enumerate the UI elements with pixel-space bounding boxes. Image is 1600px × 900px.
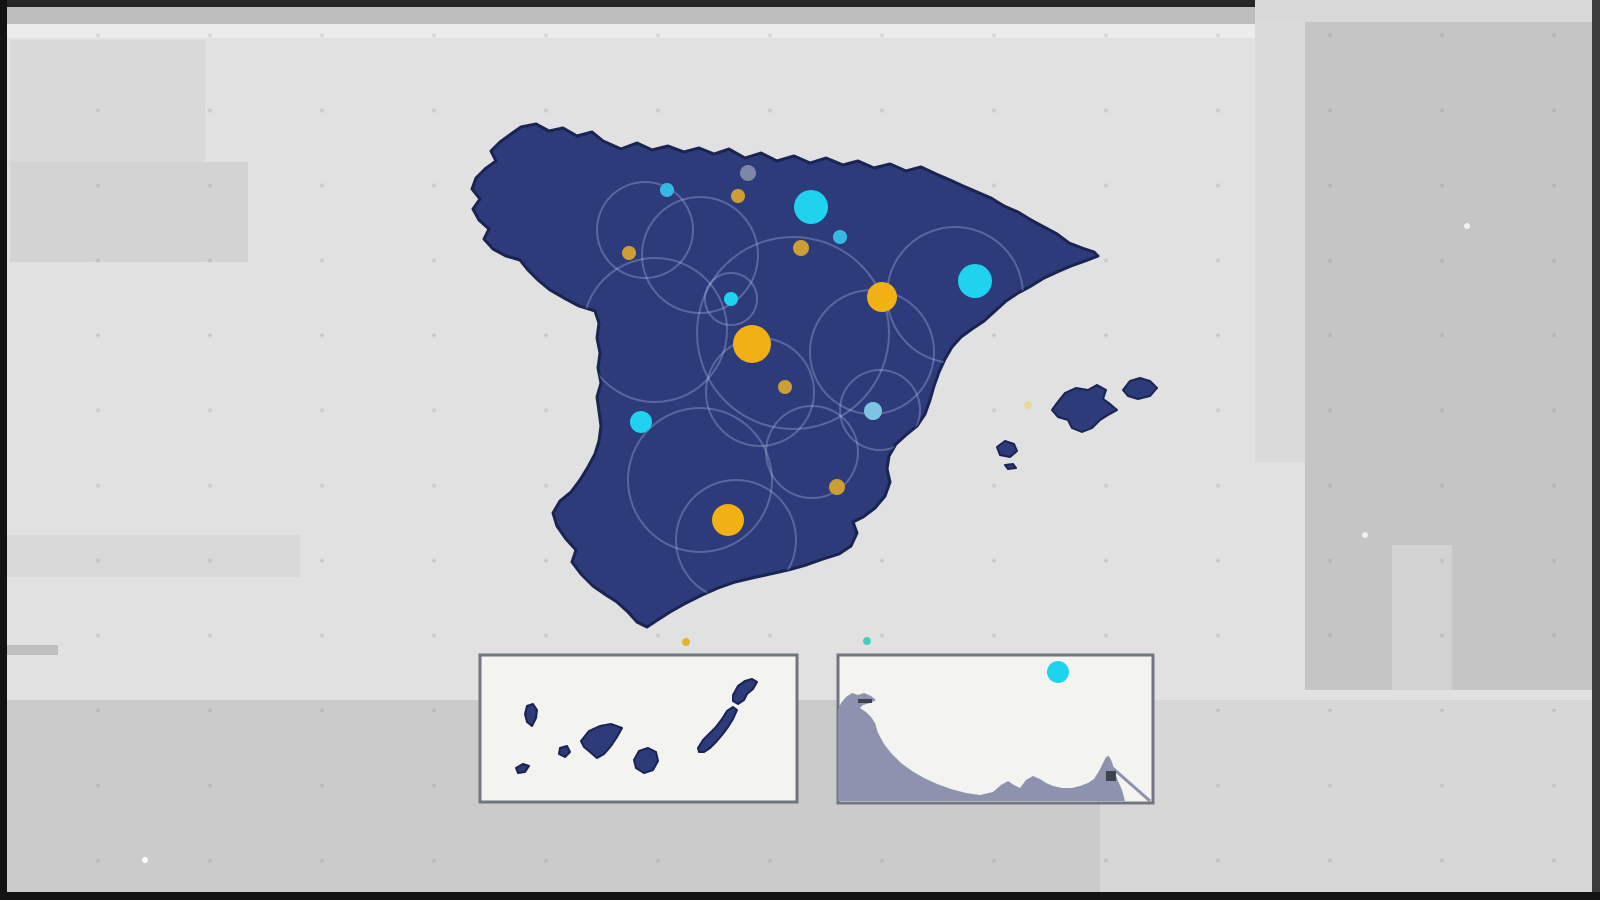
bg-speck (142, 857, 148, 863)
dot-gold-center (778, 380, 792, 394)
region-silhouette (838, 693, 1125, 801)
canary-island-el-hierro (515, 763, 530, 774)
dot-orange-big-center (733, 325, 771, 363)
dot-orange-big-south (712, 504, 744, 536)
canary-island-fuerteventura (697, 706, 738, 753)
bg-block (1255, 22, 1305, 462)
map-ripple-ring (596, 181, 694, 279)
dot-gold-mid-north (793, 240, 809, 256)
canary-inset-frame (478, 653, 799, 804)
bg-block (1255, 0, 1600, 22)
dot-gold-north (731, 189, 745, 203)
region-data-dot (1047, 661, 1069, 683)
map-ripple-ring (765, 405, 859, 499)
bg-block (1100, 700, 1600, 892)
region-peak-notch (1106, 771, 1116, 781)
bg-speck (682, 638, 690, 646)
map-ripple-ring (696, 236, 890, 430)
canary-island-tenerife (580, 723, 623, 759)
map-data-dots (622, 165, 992, 536)
bg-speck (1362, 532, 1368, 538)
map-ripple-ring (627, 407, 773, 553)
region-inset (836, 653, 1155, 805)
canary-inset (478, 653, 799, 804)
canary-island-gran-canaria (633, 747, 659, 774)
dot-cyan-nw (660, 183, 674, 197)
bg-block (10, 40, 205, 162)
canary-islands-group (515, 678, 758, 774)
bg-block (0, 645, 58, 655)
bg-block (0, 0, 1255, 7)
dot-orange-big-east (867, 282, 897, 312)
dot-gold-southeast (829, 479, 845, 495)
dot-cyan-center (724, 292, 738, 306)
bg-block (1392, 545, 1452, 690)
spain-map (470, 122, 1158, 629)
bg-block (0, 7, 1255, 24)
island-formentera (1004, 463, 1017, 470)
dot-cyan-big-north (794, 190, 828, 224)
bg-block (0, 0, 7, 900)
canary-island-lanzarote (732, 678, 758, 705)
bg-block (0, 892, 1600, 900)
island-menorca (1122, 377, 1158, 400)
region-cable-line (1107, 762, 1151, 803)
bg-block (1592, 0, 1600, 900)
spain-map-shape (470, 122, 1100, 629)
bg-block (10, 162, 248, 262)
map-ripple-ring (704, 272, 758, 326)
dot-cyan-mid-north (833, 230, 847, 244)
bg-speck (863, 637, 871, 645)
bg-block (0, 535, 300, 577)
map-ripple-ring (839, 369, 921, 451)
balearic-islands (996, 377, 1158, 470)
bg-speck (1464, 223, 1470, 229)
island-ibiza (996, 440, 1018, 458)
dot-slate-north (740, 165, 756, 181)
canary-island-la-palma (524, 703, 538, 727)
dot-cyan-southwest (630, 411, 652, 433)
map-ripple-ring (641, 196, 759, 314)
dot-cyan-big-east (958, 264, 992, 298)
dot-muted-east (864, 402, 882, 420)
island-mallorca (1051, 384, 1118, 433)
canary-island-la-gomera (558, 745, 571, 758)
dot-gold-west (622, 246, 636, 260)
region-beak-mark (858, 699, 872, 703)
bg-block (0, 24, 1255, 38)
bg-speck (1024, 401, 1032, 409)
